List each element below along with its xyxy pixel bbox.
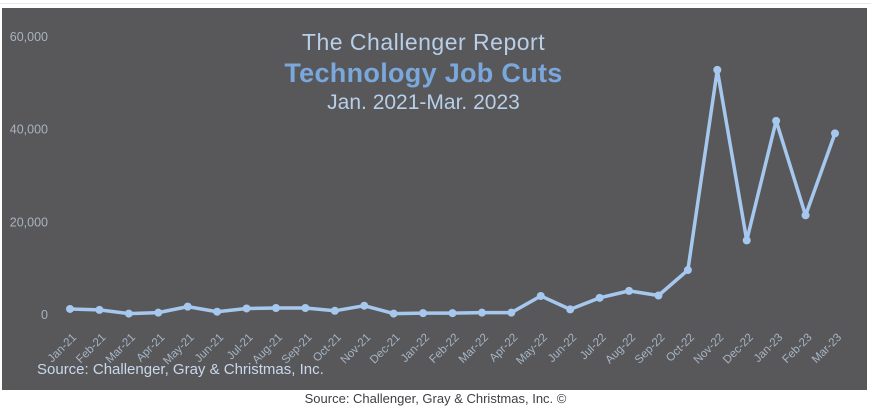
data-point-marker	[654, 291, 663, 300]
data-point-marker	[566, 305, 575, 314]
x-axis-tick-label: Nov-21	[339, 332, 374, 367]
data-point-marker	[742, 236, 751, 245]
x-axis-tick-label: Mar-23	[810, 332, 844, 366]
data-point-marker	[507, 308, 516, 317]
data-point-marker	[124, 309, 133, 318]
data-point-marker	[66, 304, 74, 313]
data-point-marker	[419, 309, 428, 318]
data-point-marker	[242, 304, 251, 313]
y-axis-tick-label: 0	[41, 308, 48, 322]
y-axis-tick-label: 60,000	[10, 30, 48, 44]
data-point-marker	[389, 309, 398, 318]
x-axis-tick-label: Mar-22	[457, 332, 491, 366]
data-point-marker	[801, 211, 810, 220]
data-point-marker	[772, 116, 781, 125]
chart-card: 0 20,000 40,000 60,000 Jan-21 Feb-21 Mar-21 Apr…	[2, 8, 867, 390]
y-axis-tick-label: 40,000	[10, 123, 48, 137]
x-axis-tick-label: Jan-21	[46, 332, 79, 365]
data-point-marker	[301, 304, 310, 313]
x-axis-tick-label: Sep-22	[633, 332, 668, 367]
data-point-marker	[683, 266, 692, 275]
x-axis-tick-label: Jan-23	[752, 332, 785, 365]
x-axis-tick-label: Jun-21	[193, 332, 226, 365]
x-axis-tick-label: Dec-22	[721, 332, 756, 367]
series-line	[68, 68, 837, 316]
data-point-marker	[595, 293, 604, 302]
source-note-inside: Source: Challenger, Gray & Christmas, In…	[37, 361, 324, 378]
data-point-marker	[213, 307, 222, 316]
x-axis-tick-label: May-22	[514, 332, 550, 368]
data-point-marker	[271, 304, 280, 313]
data-point-marker	[360, 301, 369, 310]
data-point-marker	[154, 308, 163, 317]
top-divider	[0, 3, 871, 4]
data-point-marker	[831, 129, 839, 138]
x-axis-tick-label: Jun-22	[546, 332, 579, 365]
data-point-marker	[625, 286, 634, 295]
x-axis-tick-label: Dec-21	[368, 332, 403, 367]
data-point-marker	[95, 305, 104, 314]
caption-source: Source: Challenger, Gray & Christmas, In…	[304, 391, 567, 406]
y-axis-tick-label: 20,000	[10, 215, 48, 229]
x-axis-tick-label: Jan-22	[399, 332, 432, 365]
data-point-marker	[330, 306, 339, 315]
plot-svg: 020,00040,00060,000Jan-21Feb-21Mar-21Apr…	[10, 30, 844, 368]
data-point-marker	[448, 309, 457, 318]
data-point-marker	[536, 291, 545, 300]
x-axis-tick-label: Aug-22	[603, 332, 638, 367]
data-point-marker	[477, 308, 486, 317]
x-axis-tick-label: Feb-22	[427, 332, 461, 366]
data-point-marker	[183, 302, 192, 311]
x-axis-tick-label: Nov-22	[692, 332, 727, 367]
x-axis-tick-label: Feb-23	[780, 332, 814, 366]
data-point-marker	[713, 65, 722, 74]
